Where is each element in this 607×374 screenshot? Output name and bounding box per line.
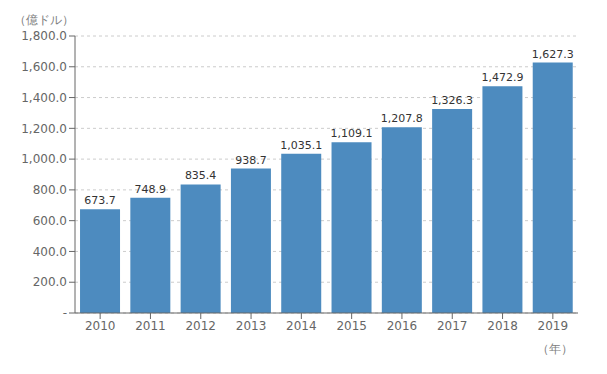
svg-text:600.0: 600.0 [33,214,67,228]
svg-text:2017: 2017 [437,319,468,333]
svg-text:1,109.1: 1,109.1 [331,127,373,140]
svg-text:200.0: 200.0 [33,275,67,289]
svg-text:1,200.0: 1,200.0 [21,122,67,136]
svg-text:1,800.0: 1,800.0 [21,29,67,43]
svg-text:835.4: 835.4 [185,169,217,182]
svg-text:2013: 2013 [236,319,267,333]
svg-text:748.9: 748.9 [135,183,167,196]
svg-text:2011: 2011 [135,319,166,333]
svg-text:2018: 2018 [487,319,518,333]
svg-text:1,326.3: 1,326.3 [431,94,473,107]
svg-text:2016: 2016 [387,319,418,333]
svg-text:2015: 2015 [336,319,367,333]
svg-text:2019: 2019 [538,319,569,333]
svg-text:1,472.9: 1,472.9 [481,71,523,84]
svg-text:1,600.0: 1,600.0 [21,60,67,74]
svg-text:2014: 2014 [286,319,317,333]
svg-text:2012: 2012 [185,319,216,333]
svg-text:1,627.3: 1,627.3 [532,48,574,61]
svg-text:673.7: 673.7 [84,194,116,207]
svg-text:2010: 2010 [85,319,116,333]
svg-text:400.0: 400.0 [33,245,67,259]
svg-text:-: - [63,306,67,320]
svg-text:（億ドル）: （億ドル） [14,13,74,27]
svg-text:（年）: （年） [537,342,573,356]
svg-text:1,000.0: 1,000.0 [21,152,67,166]
svg-text:1,400.0: 1,400.0 [21,91,67,105]
svg-text:1,035.1: 1,035.1 [280,139,322,152]
svg-text:1,207.8: 1,207.8 [381,112,423,125]
svg-text:938.7: 938.7 [235,154,267,167]
svg-text:800.0: 800.0 [33,183,67,197]
